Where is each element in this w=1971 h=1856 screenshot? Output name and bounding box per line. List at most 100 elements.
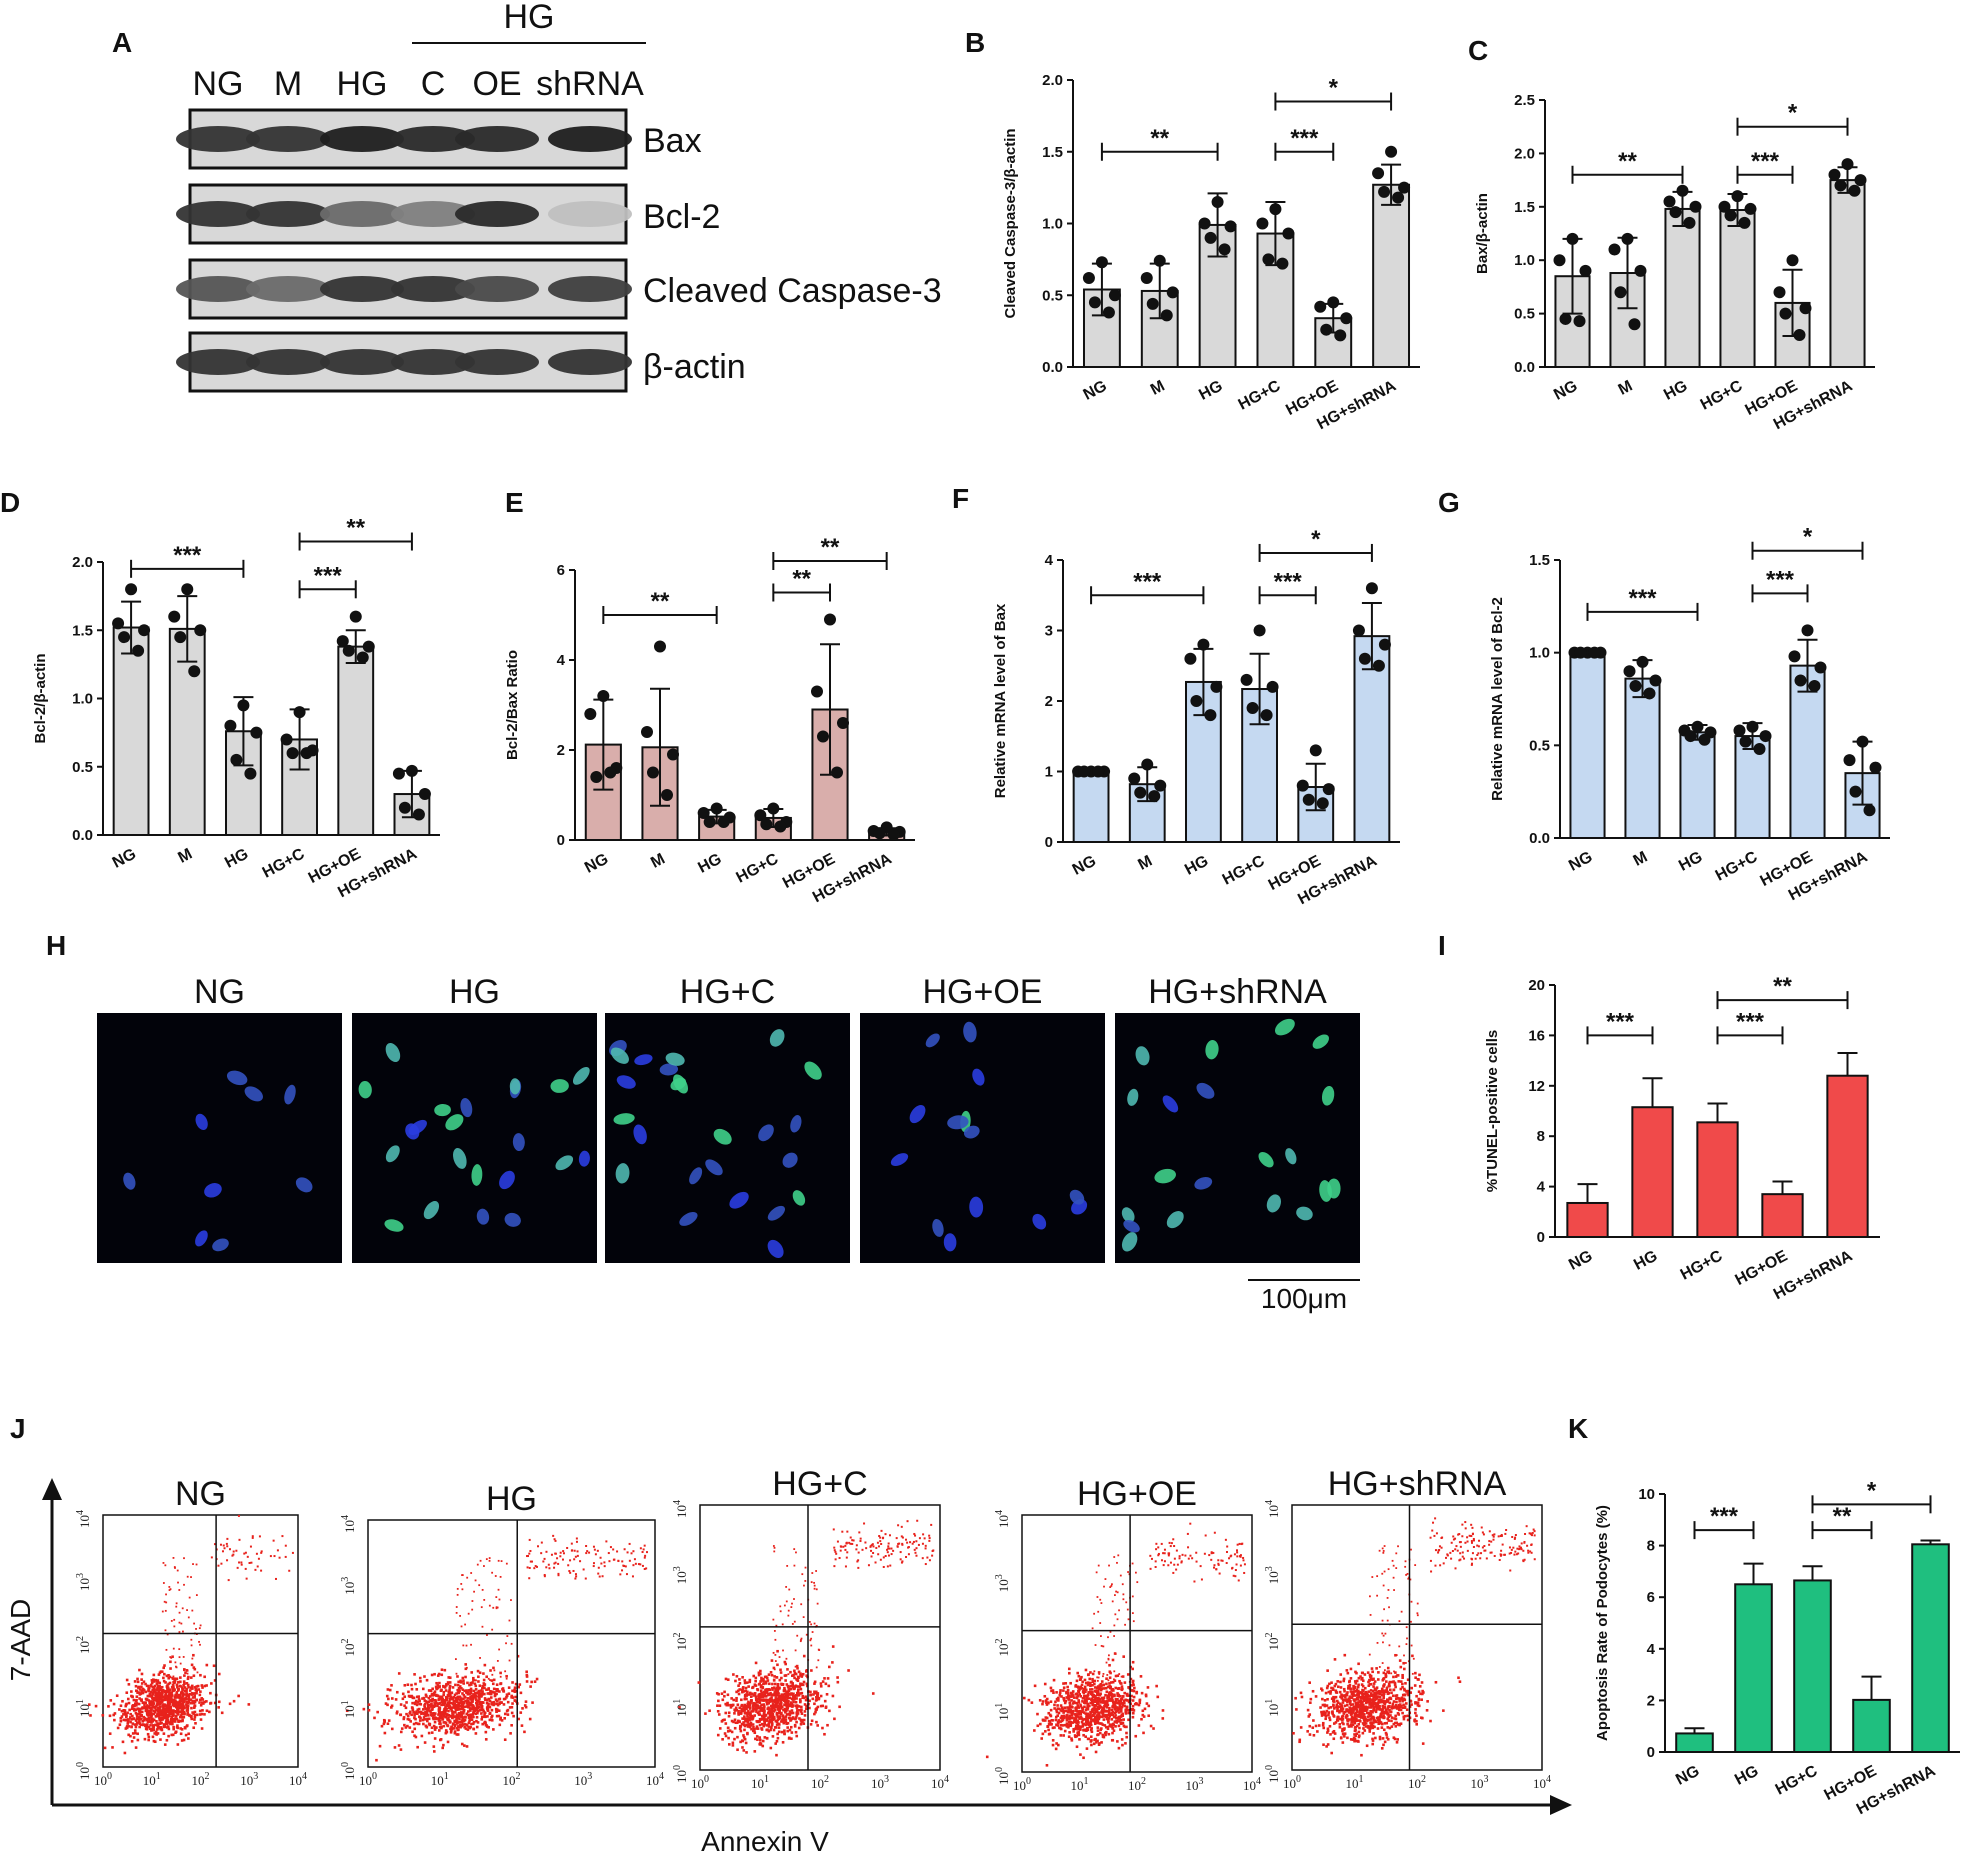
flow-event — [155, 1696, 158, 1700]
flow-event — [140, 1699, 143, 1702]
flow-event — [212, 1664, 216, 1668]
flow-event — [180, 1696, 183, 1700]
flow-event — [447, 1706, 450, 1710]
flow-plot-frame-2 — [699, 1504, 941, 1771]
flow-event — [801, 1573, 804, 1576]
flow-event — [199, 1643, 201, 1646]
flow-event — [735, 1708, 739, 1712]
flow-event — [402, 1717, 406, 1721]
flow-event — [150, 1721, 153, 1724]
flow-event — [444, 1715, 448, 1719]
flow-event — [736, 1735, 739, 1739]
chart-K-bar-0 — [1675, 1732, 1714, 1753]
flow-event — [757, 1683, 761, 1686]
flow-event — [1093, 1679, 1097, 1683]
flow-ytick-exp: 4 — [340, 1515, 351, 1520]
flow-event — [727, 1714, 731, 1718]
flow-event — [152, 1673, 156, 1677]
flow-event — [773, 1682, 777, 1686]
flow-event — [1052, 1678, 1056, 1682]
flow-event — [494, 1698, 498, 1701]
flow-event — [724, 1677, 728, 1681]
flow-event — [163, 1711, 167, 1714]
wb-band-2-0 — [176, 276, 260, 302]
flow-event — [887, 1545, 890, 1548]
flow-event — [1115, 1706, 1119, 1709]
flow-event — [176, 1569, 179, 1572]
flow-event — [1049, 1686, 1053, 1690]
flow-event — [490, 1679, 494, 1682]
flow-event — [1108, 1663, 1111, 1667]
chart-B-point — [1146, 297, 1159, 310]
flow-event — [1061, 1718, 1065, 1721]
flow-event — [480, 1705, 484, 1708]
flow-event — [186, 1575, 189, 1578]
tunel-nucleus — [758, 1124, 774, 1142]
flow-event — [505, 1562, 508, 1565]
flow-event — [168, 1701, 172, 1704]
chart-I-sig-label: *** — [1736, 1008, 1765, 1035]
flow-event — [146, 1694, 150, 1698]
chart-C-point — [1566, 232, 1579, 245]
flow-event — [802, 1654, 806, 1658]
tunel-nucleus — [405, 1123, 420, 1140]
flow-event — [1092, 1742, 1096, 1746]
flow-event — [1070, 1737, 1073, 1740]
flow-event — [456, 1593, 459, 1596]
flow-event — [510, 1705, 514, 1709]
flow-event — [108, 1732, 112, 1735]
flow-event — [1067, 1716, 1071, 1719]
flow-event — [753, 1729, 756, 1733]
flow-event — [1106, 1697, 1109, 1700]
flow-event — [758, 1713, 762, 1716]
flow-event — [783, 1604, 786, 1607]
flow-event — [1076, 1685, 1079, 1689]
flow-event — [1113, 1693, 1116, 1697]
flow-event — [1079, 1753, 1082, 1756]
flow-event — [156, 1712, 160, 1716]
chart-C-ytick-label: 1.0 — [1514, 252, 1535, 269]
flow-event — [1054, 1747, 1058, 1751]
flow-event — [1081, 1690, 1085, 1693]
flow-event — [534, 1565, 537, 1568]
flow-event — [150, 1681, 154, 1685]
flow-event — [797, 1693, 801, 1697]
flow-event — [907, 1546, 910, 1549]
flow-event — [800, 1675, 804, 1678]
flow-ytick: 102 — [75, 1636, 92, 1654]
flow-event — [782, 1716, 785, 1719]
flow-event — [465, 1689, 468, 1692]
flow-event — [134, 1725, 138, 1729]
flow-event — [422, 1708, 425, 1711]
flow-event — [154, 1723, 157, 1727]
flow-event — [737, 1709, 740, 1713]
flow-event — [149, 1711, 153, 1714]
flow-event — [511, 1681, 514, 1684]
flow-event — [1083, 1705, 1086, 1709]
flow-event — [183, 1693, 187, 1696]
flow-event — [1114, 1714, 1117, 1717]
flow-event — [1036, 1724, 1040, 1728]
flow-event — [417, 1707, 421, 1711]
flow-event — [568, 1570, 571, 1573]
flow-event — [480, 1606, 483, 1609]
flow-event — [802, 1722, 806, 1725]
tunel-nucleus — [659, 1063, 679, 1076]
flow-event — [419, 1710, 423, 1714]
flow-event — [897, 1524, 900, 1527]
flow-event — [851, 1539, 854, 1542]
flow-event — [775, 1713, 779, 1716]
chart-D-ytick-label: 0.5 — [72, 759, 93, 776]
flow-event — [178, 1631, 181, 1633]
flow-event — [641, 1564, 644, 1567]
flow-event — [787, 1614, 790, 1617]
flow-event — [468, 1683, 471, 1687]
flow-event — [186, 1669, 189, 1672]
flow-event — [191, 1657, 194, 1660]
flow-event — [717, 1699, 720, 1703]
flow-event — [1085, 1715, 1088, 1719]
flow-event — [603, 1561, 606, 1564]
flow-event — [1088, 1677, 1092, 1681]
flow-event — [198, 1701, 201, 1704]
